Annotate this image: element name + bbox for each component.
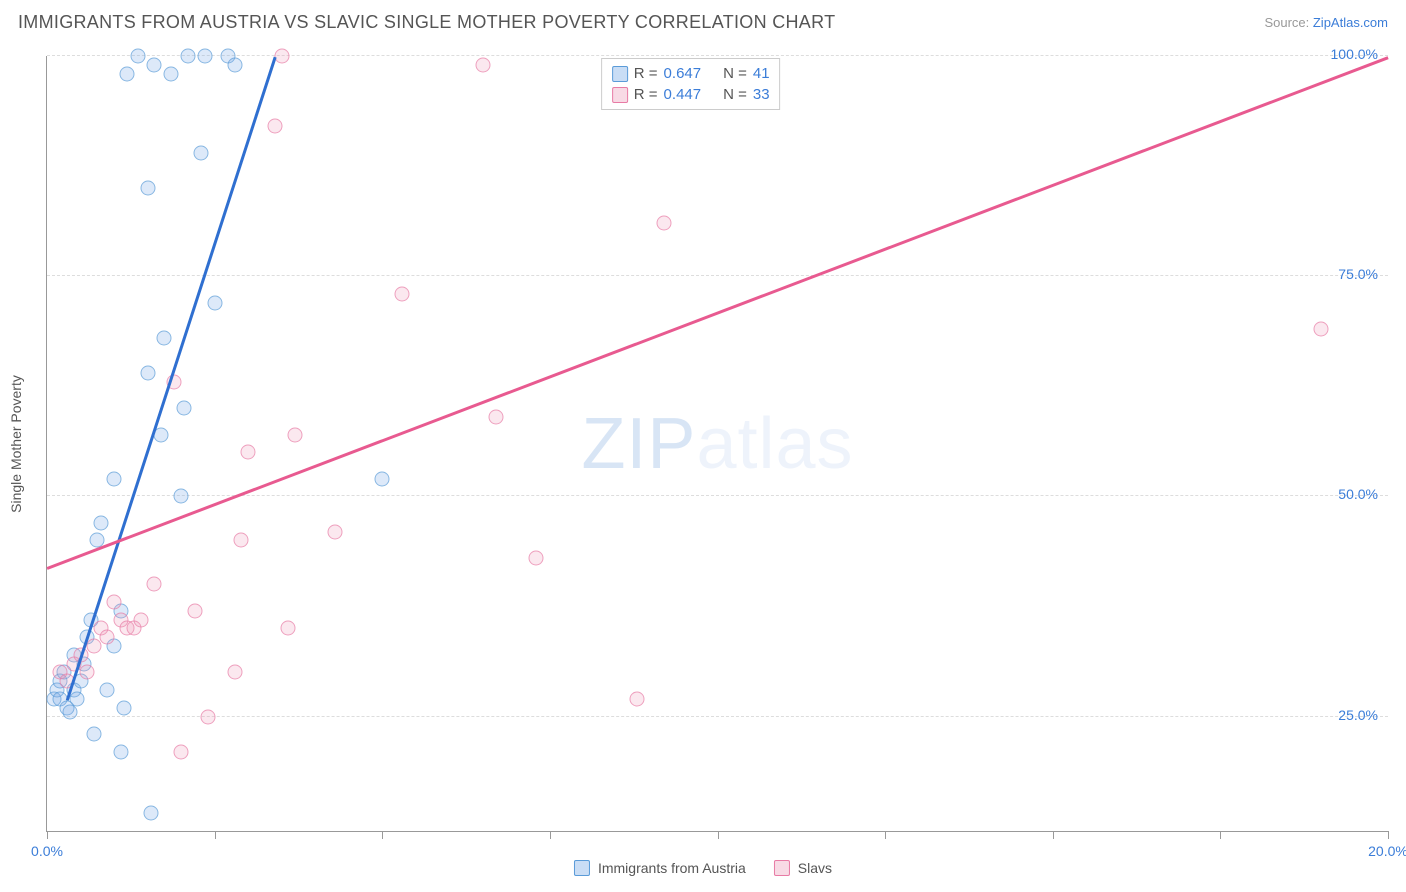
legend-n-label: N = [723,65,747,82]
y-tick-label: 100.0% [1331,46,1378,62]
x-tick [885,831,886,839]
gridline [47,275,1388,276]
data-point [113,744,128,759]
legend-label: Immigrants from Austria [598,860,746,876]
data-point [241,445,256,460]
legend-label: Slavs [798,860,832,876]
data-point [274,49,289,64]
data-point [63,705,78,720]
x-tick-label: 20.0% [1368,843,1406,859]
data-point [227,57,242,72]
data-point [395,286,410,301]
data-point [147,57,162,72]
data-point [288,427,303,442]
data-point [281,621,296,636]
legend-swatch [574,860,590,876]
data-point [140,181,155,196]
data-point [107,595,122,610]
legend-row: R = 0.447 N = 33 [612,84,770,105]
x-tick-label: 0.0% [31,843,63,859]
x-tick [1053,831,1054,839]
data-point [630,691,645,706]
x-tick [550,831,551,839]
data-point [234,533,249,548]
gridline [47,55,1388,56]
data-point [174,489,189,504]
data-point [267,119,282,134]
source-link[interactable]: ZipAtlas.com [1313,15,1388,30]
legend-r-value: 0.647 [664,65,702,82]
legend-swatch [612,87,628,103]
data-point [107,471,122,486]
stats-legend: R = 0.647 N = 41 R = 0.447 N = 33 [601,58,781,110]
legend-r-value: 0.447 [664,86,702,103]
data-point [328,524,343,539]
legend-n-value: 41 [753,65,770,82]
data-point [100,630,115,645]
trend-line [66,57,276,701]
x-tick [1388,831,1389,839]
data-point [197,49,212,64]
data-point [656,216,671,231]
legend-r-label: R = [634,86,658,103]
legend-item: Slavs [774,860,832,876]
data-point [529,551,544,566]
legend-item: Immigrants from Austria [574,860,746,876]
x-tick [47,831,48,839]
data-point [194,145,209,160]
gridline [47,495,1388,496]
data-point [187,603,202,618]
legend-row: R = 0.647 N = 41 [612,63,770,84]
data-point [133,612,148,627]
y-axis-label: Single Mother Poverty [8,375,24,513]
source-attribution: Source: ZipAtlas.com [1264,15,1388,30]
data-point [86,639,101,654]
data-point [489,410,504,425]
data-point [1313,322,1328,337]
legend-r-label: R = [634,65,658,82]
legend-swatch [774,860,790,876]
data-point [157,330,172,345]
gridline [47,716,1388,717]
data-point [177,401,192,416]
data-point [117,700,132,715]
data-point [164,66,179,81]
data-point [200,709,215,724]
y-tick-label: 25.0% [1338,707,1378,723]
data-point [375,471,390,486]
data-point [475,57,490,72]
legend-swatch [612,66,628,82]
legend-n-value: 33 [753,86,770,103]
chart-title: IMMIGRANTS FROM AUSTRIA VS SLAVIC SINGLE… [18,12,835,33]
y-tick-label: 50.0% [1338,486,1378,502]
y-tick-label: 75.0% [1338,266,1378,282]
legend-n-label: N = [723,86,747,103]
plot-area: ZIPatlas R = 0.647N = 41R = 0.447N = 33 … [46,56,1388,832]
header: IMMIGRANTS FROM AUSTRIA VS SLAVIC SINGLE… [0,0,1406,39]
x-tick [718,831,719,839]
x-tick [215,831,216,839]
data-point [100,683,115,698]
data-point [207,295,222,310]
x-tick [1220,831,1221,839]
watermark: ZIPatlas [581,403,853,485]
data-point [180,49,195,64]
data-point [120,66,135,81]
series-legend: Immigrants from Austria Slavs [574,860,832,876]
source-prefix: Source: [1264,15,1312,30]
data-point [174,744,189,759]
x-tick [382,831,383,839]
data-point [86,727,101,742]
data-point [147,577,162,592]
data-point [70,691,85,706]
data-point [130,49,145,64]
data-point [140,366,155,381]
data-point [93,515,108,530]
data-point [227,665,242,680]
chart-area: Single Mother Poverty ZIPatlas R = 0.647… [46,56,1388,832]
data-point [143,806,158,821]
data-point [80,665,95,680]
